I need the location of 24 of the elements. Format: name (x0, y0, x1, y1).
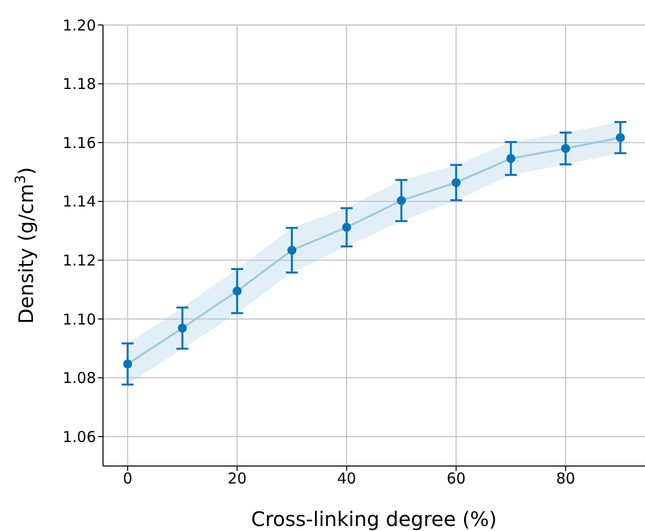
y-tick-label: 1.20 (62, 16, 96, 34)
y-tick-label: 1.06 (62, 428, 96, 446)
x-axis-title: Cross-linking degree (%) (251, 507, 497, 531)
y-tick-label: 1.12 (62, 252, 96, 270)
y-tick-label: 1.18 (62, 75, 96, 94)
point (342, 222, 352, 232)
x-tick-label: 0 (122, 470, 132, 488)
point (452, 178, 461, 188)
x-tick-label: 20 (228, 470, 247, 488)
x-tick-label: 60 (446, 470, 466, 488)
y-tick-label: 1.10 (62, 310, 96, 328)
point (561, 144, 570, 153)
point (396, 196, 406, 206)
point (616, 133, 625, 142)
point (287, 246, 296, 255)
point (123, 359, 132, 368)
y-tick-label: 1.14 (62, 192, 96, 211)
y-tick-label: 1.16 (62, 134, 96, 152)
point (178, 324, 187, 333)
point (506, 154, 516, 163)
x-tick-label: 40 (337, 470, 356, 488)
x-tick-label: 80 (556, 470, 576, 488)
point (232, 286, 242, 296)
y-tick-label: 1.08 (62, 369, 96, 388)
